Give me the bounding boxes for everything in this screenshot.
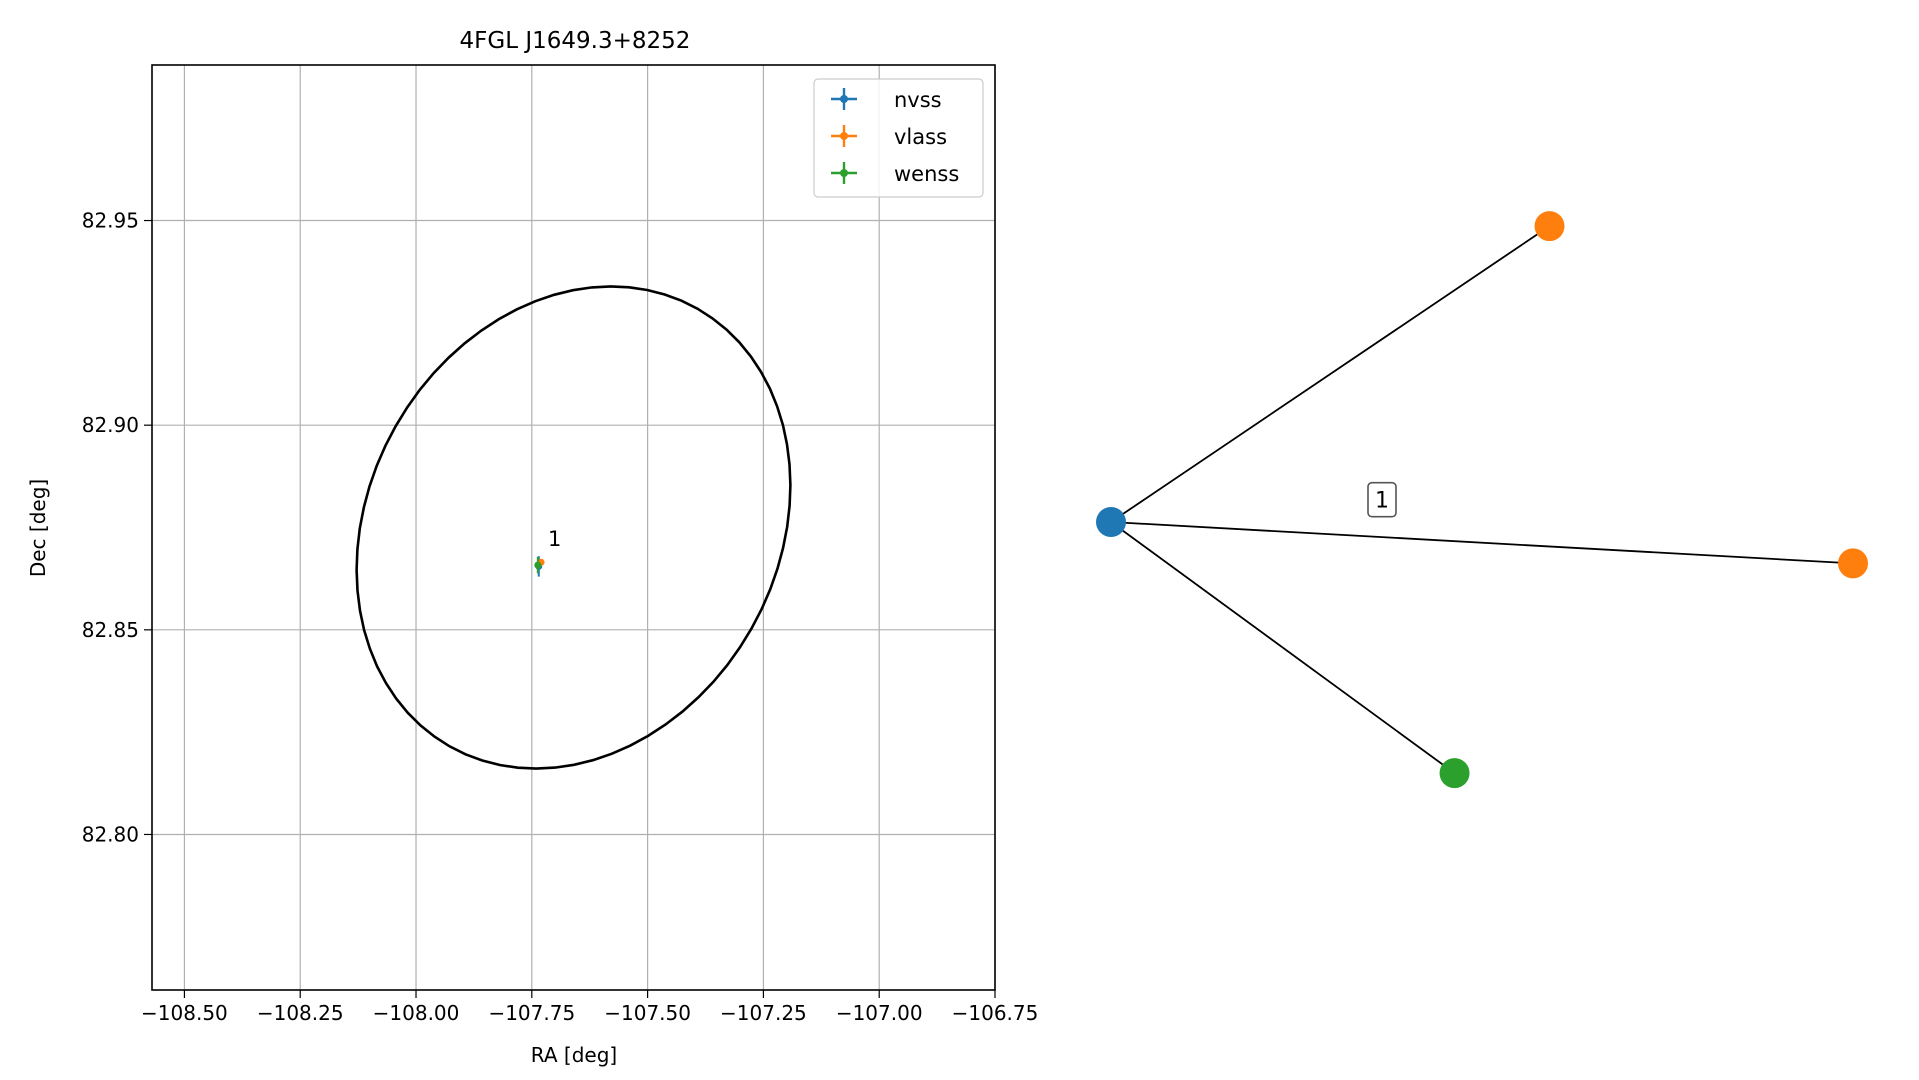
graph-edge-nvss-vlass-b <box>1110 521 1854 565</box>
graph-node-wenss <box>1439 758 1470 789</box>
legend-marker-nvss <box>831 88 857 110</box>
y-axis-ticks: 82.80 82.85 82.90 82.95 <box>82 209 152 846</box>
graph-node-vlass-a <box>1534 211 1565 242</box>
data-points-layer: 1 <box>534 527 561 577</box>
x-axis-ticks: −108.50 −108.25 −108.00 −107.75 −107.50 −107.… <box>141 990 1038 1025</box>
y-tick-label: 82.95 <box>82 209 139 233</box>
legend-box <box>813 78 984 198</box>
graph-edge-nvss-vlass-a <box>1110 225 1551 523</box>
legend-point <box>840 132 848 140</box>
point-marker <box>534 561 542 569</box>
y-axis-label: Dec [deg] <box>26 479 50 577</box>
x-tick-label: −107.50 <box>604 1001 691 1025</box>
legend-label-vlass: vlass <box>894 125 947 149</box>
legend-point <box>840 95 848 103</box>
data-point-wenss <box>534 556 542 574</box>
x-tick-label: −108.25 <box>257 1001 344 1025</box>
legend-label-wenss: wenss <box>894 162 959 186</box>
legend-point <box>840 169 848 177</box>
x-tick-label: −108.00 <box>373 1001 460 1025</box>
y-tick-label: 82.85 <box>82 618 139 642</box>
graph-nodes <box>1096 211 1868 789</box>
edge-label: 1 <box>1367 481 1397 518</box>
x-tick-label: −107.25 <box>720 1001 807 1025</box>
x-tick-label: −107.00 <box>836 1001 923 1025</box>
x-tick-label: −106.75 <box>952 1001 1039 1025</box>
y-tick-label: 82.90 <box>82 413 139 437</box>
x-tick-label: −107.75 <box>488 1001 575 1025</box>
graph-node-nvss <box>1096 507 1126 537</box>
y-tick-label: 82.80 <box>82 822 139 846</box>
graph-edge-nvss-wenss <box>1110 521 1456 774</box>
graph-panel: 1 <box>1096 211 1868 789</box>
graph-edge-labels: 1 <box>1367 481 1397 518</box>
legend-item-vlass: vlass <box>831 125 947 149</box>
x-tick-label: −108.50 <box>141 1001 228 1025</box>
edge-label-box <box>1367 481 1397 518</box>
legend: nvss vlass wenss <box>813 78 984 198</box>
uncertainty-ellipse <box>355 285 792 770</box>
graph-node-vlass-b <box>1838 548 1868 579</box>
legend-label-nvss: nvss <box>894 88 942 112</box>
plot-frame <box>151 64 996 991</box>
source-annotation: 1 <box>548 527 561 551</box>
legend-marker-wenss <box>831 162 857 184</box>
legend-item-nvss: nvss <box>831 88 942 112</box>
scatter-panel: 4FGL J1649.3+8252 1 −108.50 −108.25 −108.0… <box>26 28 1038 1067</box>
uncertainty-ellipse-layer <box>355 285 792 770</box>
graph-edges <box>1110 225 1854 774</box>
grid-lines <box>152 65 996 990</box>
edge-label-text: 1 <box>1375 489 1389 514</box>
legend-item-wenss: wenss <box>831 162 959 186</box>
legend-marker-vlass <box>831 125 857 147</box>
chart-title: 4FGL J1649.3+8252 <box>460 28 691 54</box>
x-axis-label: RA [deg] <box>531 1043 617 1067</box>
